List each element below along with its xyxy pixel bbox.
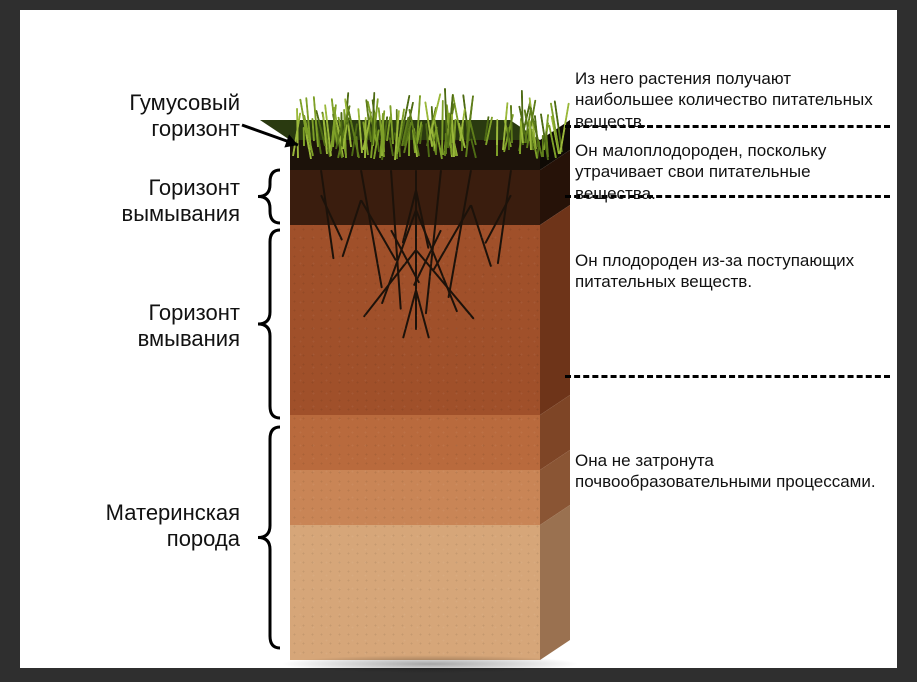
soil-layer-parent-side [540, 505, 570, 660]
left-label-line2: горизонт [65, 116, 240, 142]
right-label-eluvial: Он малоплодороден, поскольку утрачивает … [575, 140, 885, 204]
grass-blade [496, 119, 498, 145]
left-label-line1: Гумусовый [65, 90, 240, 116]
soil-layer-trans2-front [290, 470, 540, 525]
grass [292, 87, 568, 142]
left-label-parent: Материнскаяпорода [45, 500, 240, 553]
right-label-parent: Она не затронута почвообразовательными п… [575, 450, 885, 493]
left-label-line1: Горизонт [65, 300, 240, 326]
brace-parent [252, 425, 282, 650]
soil-layer-trans1-front [290, 415, 540, 470]
left-label-line2: порода [45, 526, 240, 552]
brace-illuvial [252, 228, 282, 420]
left-label-line2: вымывания [65, 201, 240, 227]
soil-layer-illuvial-side [540, 205, 570, 415]
left-label-line2: вмывания [65, 326, 240, 352]
brace-eluvial [252, 168, 282, 225]
left-label-line1: Материнская [45, 500, 240, 526]
diagram-frame: ГумусовыйгоризонтГоризонтвымыванияГоризо… [20, 10, 897, 668]
block-shadow [280, 655, 580, 673]
divider-dash-2 [565, 375, 890, 378]
grass-blade [510, 105, 513, 143]
soil-layer-parent-front [290, 525, 540, 660]
right-label-illuvial: Он плодороден из-за поступающих питатель… [575, 250, 885, 293]
left-label-eluvial: Горизонтвымывания [65, 175, 240, 228]
left-label-line1: Горизонт [65, 175, 240, 201]
right-label-humus: Из него растения получают наибольшее кол… [575, 68, 885, 132]
left-label-illuvial: Горизонтвмывания [65, 300, 240, 353]
diagram-canvas: ГумусовыйгоризонтГоризонтвымыванияГоризо… [20, 10, 897, 668]
left-label-humus: Гумусовыйгоризонт [65, 90, 240, 143]
